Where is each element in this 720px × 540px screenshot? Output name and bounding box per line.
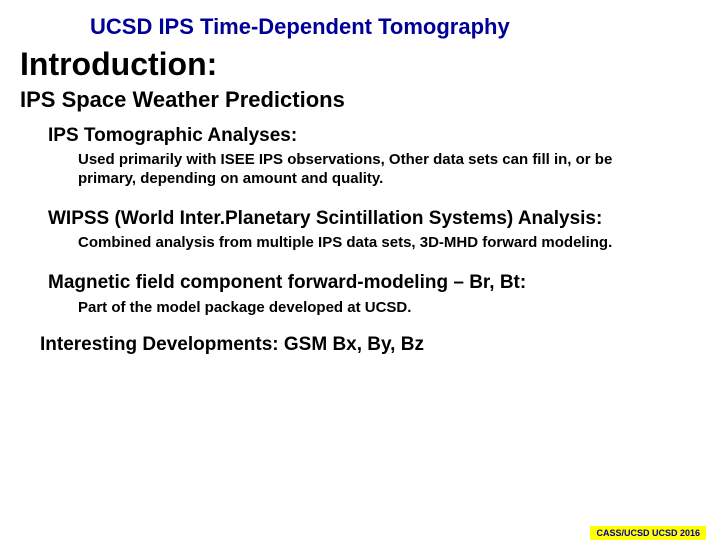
footer-badge: CASS/UCSD UCSD 2016	[590, 526, 706, 540]
intro-heading: Introduction:	[20, 46, 720, 83]
topic-1-desc: Used primarily with ISEE IPS observation…	[78, 151, 640, 189]
topic-3-desc: Part of the model package developed at U…	[78, 299, 640, 318]
page-title: UCSD IPS Time-Dependent Tomography	[90, 14, 720, 40]
topic-2-title: WIPSS (World Inter.Planetary Scintillati…	[48, 207, 660, 231]
topic-3-title: Magnetic field component forward-modelin…	[48, 271, 660, 295]
topic-1-title: IPS Tomographic Analyses:	[48, 125, 720, 147]
section-heading: IPS Space Weather Predictions	[20, 87, 720, 113]
topic-4-title: Interesting Developments: GSM Bx, By, Bz	[40, 334, 720, 356]
topic-2-desc: Combined analysis from multiple IPS data…	[78, 234, 640, 253]
